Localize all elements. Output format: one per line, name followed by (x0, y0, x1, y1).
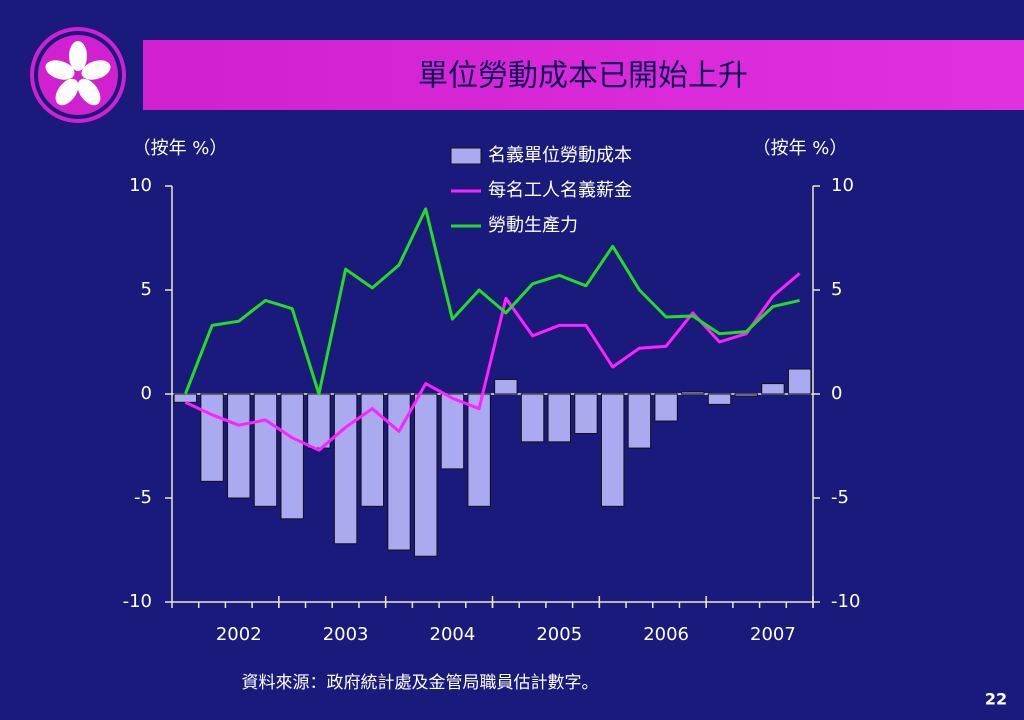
bar (574, 393, 598, 435)
logo (30, 27, 126, 123)
x-tick-label: 2006 (643, 624, 689, 645)
y-tick-label: 5 (141, 279, 152, 300)
bar (253, 393, 278, 507)
bar (387, 393, 411, 551)
bar (440, 393, 465, 470)
y2-tick-label: -5 (831, 487, 849, 508)
bar (734, 393, 758, 397)
bar (761, 383, 785, 395)
x-tick-label: 2003 (323, 624, 369, 645)
x-tick-label: 2002 (216, 624, 262, 645)
legend-label: 名義單位勞動成本 (488, 145, 632, 166)
bar (600, 393, 625, 507)
x-tick-label: 2005 (536, 624, 582, 645)
bar (227, 393, 251, 499)
bar (307, 393, 331, 449)
x-tick-label: 2007 (750, 624, 796, 645)
bar (280, 393, 304, 520)
bar (173, 393, 198, 403)
source-note: 資料來源：政府統計處及金管局職員估計數字。 (242, 673, 599, 693)
bar (787, 368, 812, 395)
bar (681, 391, 705, 395)
bar (494, 378, 518, 395)
bar (654, 393, 678, 422)
bar (333, 393, 358, 545)
x-tick-label: 2004 (430, 624, 476, 645)
y-axis-label: （按年 %） (133, 138, 228, 159)
y2-tick-label: 0 (831, 383, 842, 404)
bar (707, 393, 732, 405)
y2-axis-label: （按年 %） (753, 138, 848, 159)
y-tick-label: 10 (129, 175, 152, 196)
bar (467, 393, 491, 507)
legend-label: 勞動生產力 (488, 215, 578, 236)
page-number: 22 (985, 690, 1007, 709)
bar (360, 393, 385, 507)
bar (200, 393, 224, 482)
legend-label: 每名工人名義薪金 (488, 180, 632, 201)
bar (547, 393, 571, 443)
y2-tick-label: -10 (831, 591, 860, 612)
line (184, 207, 800, 396)
y-tick-label: -5 (134, 487, 152, 508)
title-bar (143, 40, 1024, 110)
bar (520, 393, 545, 443)
plot: -10 -5 0 5 10 -10 -5 0 5 10 2002 2003 2004 2005 2006 20… (123, 145, 861, 645)
legend-swatch (450, 147, 482, 165)
bar (414, 393, 438, 557)
bar (627, 393, 652, 449)
y2-tick-label: 10 (831, 175, 854, 196)
y-tick-label: -10 (123, 591, 152, 612)
y2-tick-label: 5 (831, 279, 842, 300)
y-tick-label: 0 (141, 383, 152, 404)
chart-title: 單位勞動成本已開始上升 (418, 59, 748, 94)
